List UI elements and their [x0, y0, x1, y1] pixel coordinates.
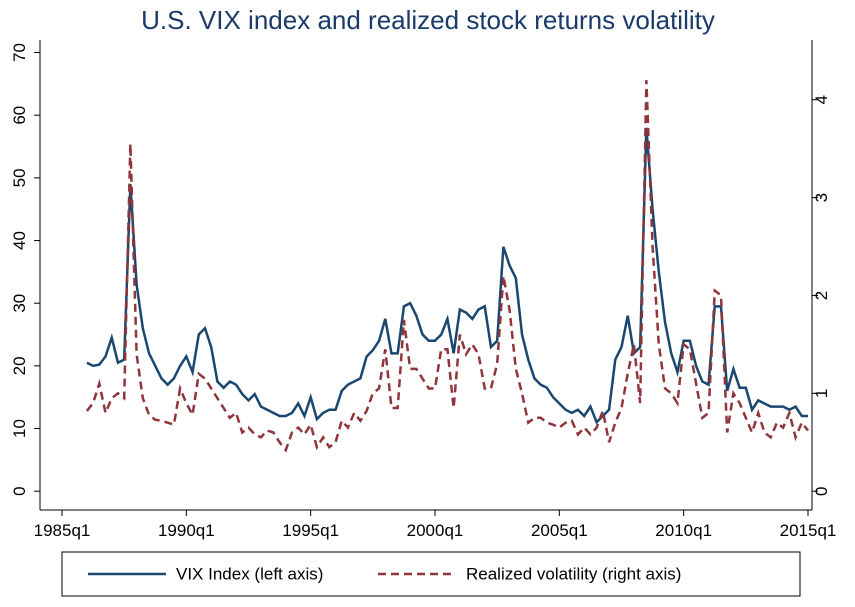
series-line — [86, 127, 808, 425]
y2-tick-label: 4 — [812, 95, 831, 104]
x-tick-label: 2005q1 — [531, 521, 588, 540]
y-tick-label: 20 — [10, 356, 29, 375]
legend-label: Realized volatility (right axis) — [466, 564, 681, 583]
y2-tick-label: 0 — [812, 486, 831, 495]
y-tick-label: 70 — [10, 43, 29, 62]
y-tick-label: 40 — [10, 231, 29, 250]
x-tick-label: 2015q1 — [780, 521, 837, 540]
x-tick-label: 2000q1 — [407, 521, 464, 540]
legend-label: VIX Index (left axis) — [176, 564, 323, 583]
y-tick-label: 0 — [10, 486, 29, 495]
chart-title: U.S. VIX index and realized stock return… — [141, 5, 715, 35]
y2-tick-label: 2 — [812, 291, 831, 300]
x-tick-label: 1990q1 — [158, 521, 215, 540]
y-tick-label: 30 — [10, 294, 29, 313]
x-tick-label: 1995q1 — [282, 521, 339, 540]
y2-tick-label: 3 — [812, 193, 831, 202]
series-line — [85, 80, 809, 453]
y2-tick-label: 1 — [812, 389, 831, 398]
y-tick-label: 10 — [10, 419, 29, 438]
x-tick-label: 2010q1 — [655, 521, 712, 540]
y-tick-label: 60 — [10, 106, 29, 125]
y-tick-label: 50 — [10, 168, 29, 187]
x-tick-label: 1985q1 — [34, 521, 91, 540]
